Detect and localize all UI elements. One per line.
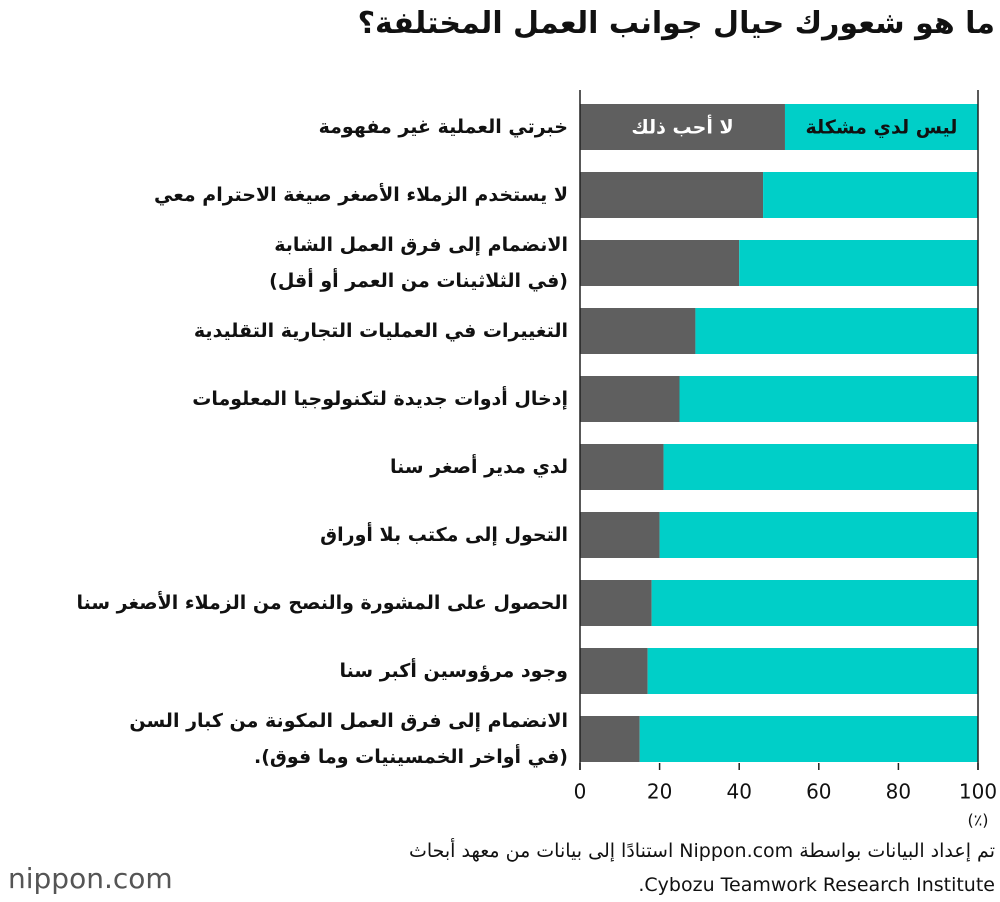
bar-segment [763, 172, 978, 218]
bar-segment [647, 648, 978, 694]
x-tick-label: 100 [959, 780, 997, 804]
chart-title: ما هو شعورك حيال جوانب العمل المختلفة؟ [357, 6, 995, 41]
x-tick-label: 40 [726, 780, 751, 804]
bar-segment [580, 444, 664, 490]
bar-segment [663, 444, 978, 490]
category-label: الانضمام إلى فرق العمل الشابة (في الثلاث… [269, 234, 568, 292]
bar-segment [695, 308, 978, 354]
bar-segment [580, 580, 652, 626]
bar-segment [580, 376, 680, 422]
bar-segment [679, 376, 978, 422]
category-label: خبرتي العملية غير مفهومة [318, 116, 568, 138]
x-tick-label: 20 [647, 780, 672, 804]
x-tick-label: 60 [806, 780, 831, 804]
source-note: تم إعداد البيانات بواسطة Nippon.com استن… [408, 840, 995, 896]
category-label: التغييرات في العمليات التجارية التقليدية [193, 320, 568, 342]
bar-segment [639, 716, 978, 762]
x-tick-label: 0 [574, 780, 587, 804]
category-label: وجود مرؤوسين أكبر سنا [339, 660, 568, 682]
bar-segment [580, 512, 660, 558]
bar-segment [580, 648, 648, 694]
legend-label: ليس لدي مشكلة [806, 117, 958, 140]
category-label: لدي مدير أصغر سنا [389, 456, 568, 478]
legend-label: لا أحب ذلك [631, 115, 733, 139]
category-label: الانضمام إلى فرق العمل المكونة من كبار ا… [129, 710, 568, 768]
category-label: التحول إلى مكتب بلا أوراق [320, 524, 568, 546]
category-label: الحصول على المشورة والنصح من الزملاء الأ… [76, 592, 568, 614]
x-tick-label: 80 [886, 780, 911, 804]
bar-segment [659, 512, 978, 558]
bar-segment [784, 104, 978, 150]
category-label: لا يستخدم الزملاء الأصغر صيغة الاحترام م… [153, 184, 568, 206]
category-label: إدخال أدوات جديدة لتكنولوجيا المعلومات [192, 388, 568, 410]
bar-segment [580, 172, 764, 218]
bar-segment [739, 240, 978, 286]
logo: nippon.com [8, 862, 173, 895]
bar-segment [651, 580, 978, 626]
x-unit: (٪) [967, 811, 988, 830]
bar-segment [580, 104, 785, 150]
bar-segment [580, 240, 740, 286]
bar-segment [580, 716, 640, 762]
bar-segment [580, 308, 696, 354]
